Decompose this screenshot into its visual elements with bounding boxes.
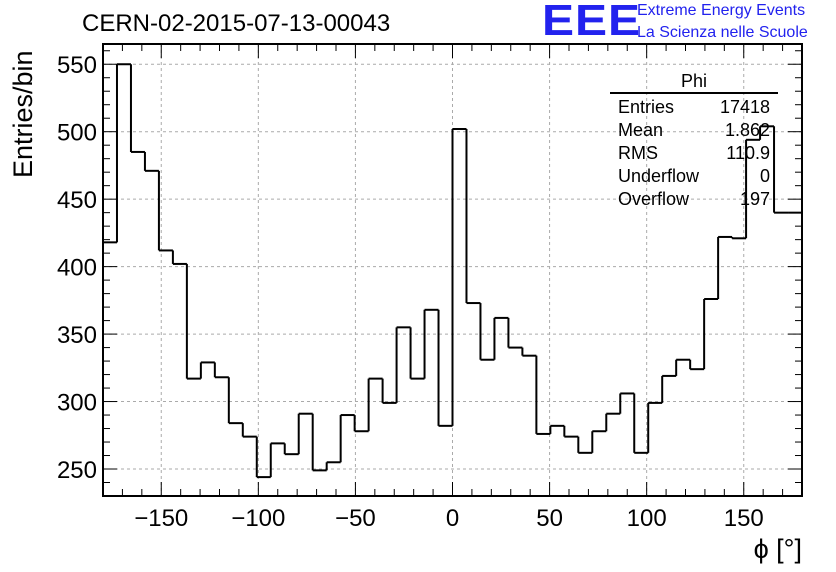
stats-label: Mean (618, 120, 664, 140)
y-tick-label: 250 (57, 457, 97, 484)
x-tick-label: −50 (335, 505, 376, 532)
x-tick-label: 50 (536, 505, 563, 532)
y-tick-label: 350 (57, 322, 97, 349)
y-tick-label: 450 (57, 187, 97, 214)
stats-value: 110.9 (726, 143, 770, 163)
x-tick-label: −150 (134, 505, 188, 532)
stats-row-entries: Entries 17418 (610, 96, 778, 119)
logo-text-line1: Extreme Energy Events (637, 2, 806, 19)
stats-value: 0 (759, 166, 770, 186)
stats-box: Phi Entries 17418 Mean 1.862 RMS 110.9 U… (610, 72, 778, 211)
stats-label: Entries (618, 97, 675, 117)
stats-label: Overflow (618, 189, 690, 209)
y-tick-label: 550 (57, 52, 97, 79)
y-tick-label: 400 (57, 255, 97, 282)
stats-row-mean: Mean 1.862 (610, 119, 778, 142)
chart-title: CERN-02-2015-07-13-00043 (82, 10, 391, 37)
x-tick-label: −100 (231, 505, 285, 532)
stats-separator (610, 92, 778, 94)
y-axis-label: Entries/bin (8, 50, 38, 178)
y-tick-label: 300 (57, 390, 97, 417)
x-tick-label: 0 (446, 505, 459, 532)
stats-value: 1.862 (724, 120, 770, 140)
x-axis-label: ϕ [°] (753, 534, 802, 564)
stats-row-rms: RMS 110.9 (610, 142, 778, 165)
eee-logo: EEE (542, 0, 642, 46)
stats-value: 17418 (719, 97, 770, 117)
x-tick-label: 100 (627, 505, 667, 532)
x-tick-label: 150 (724, 505, 764, 532)
stats-title: Phi (680, 71, 707, 91)
stats-label: Underflow (618, 166, 700, 186)
stats-row-overflow: Overflow 197 (610, 188, 778, 211)
y-tick-label: 500 (57, 120, 97, 147)
logo-text-line2: La Scienza nelle Scuole (637, 24, 808, 41)
stats-value: 197 (739, 189, 770, 209)
stats-label: RMS (618, 143, 658, 163)
stats-row-underflow: Underflow 0 (610, 165, 778, 188)
